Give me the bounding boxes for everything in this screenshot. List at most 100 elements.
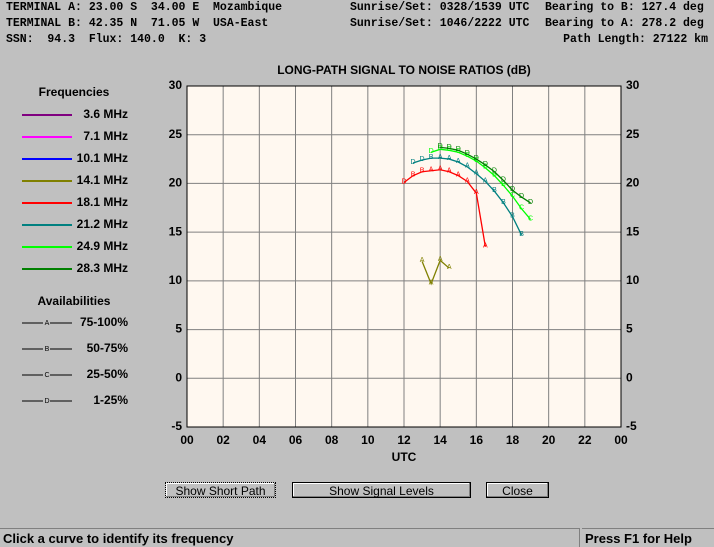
x-tick-label: 04 (253, 433, 267, 447)
legend-label: 3.6 MHz (83, 107, 128, 121)
availability-symbol: A (45, 320, 50, 327)
availability-symbol: B (45, 346, 50, 353)
series-line (440, 146, 531, 204)
availability-symbol-bg (43, 320, 50, 326)
status-text: Click a curve to identify its frequency (0, 528, 580, 547)
point-marker: C (465, 152, 470, 159)
legend-label: 28.3 MHz (77, 261, 128, 275)
y-tick-label: 15 (626, 224, 640, 238)
point-marker: D (456, 146, 461, 153)
point-marker: D (420, 156, 425, 163)
point-marker: D (465, 150, 470, 157)
point-marker: A (465, 163, 470, 170)
point-marker: D (447, 144, 452, 151)
x-axis-label: UTC (392, 450, 417, 464)
availability-label: 25-50% (87, 367, 129, 381)
point-marker: B (510, 212, 515, 219)
y-tick-label: 10 (169, 273, 183, 287)
button[interactable]: Close (486, 482, 549, 498)
availability-symbol-bg (43, 372, 50, 378)
header-text: Path Length: 27122 km (563, 33, 708, 46)
button[interactable]: Show Signal Levels (292, 482, 471, 498)
point-marker: D (401, 178, 406, 185)
availability-label: 1-25% (93, 393, 128, 407)
x-tick-label: 10 (361, 433, 375, 447)
point-marker: B (501, 181, 506, 188)
header-text: Bearing to A: 278.2 deg (545, 17, 704, 30)
x-tick-label: 06 (289, 433, 303, 447)
point-marker: A (447, 264, 452, 271)
point-marker: B (483, 164, 488, 171)
header-text: TERMINAL A: 23.00 S 34.00 E Mozambique (6, 1, 283, 14)
y-tick-label: -5 (626, 419, 637, 433)
header-text: SSN: 94.3 Flux: 140.0 K: 3 (6, 33, 207, 46)
legend-label: 24.9 MHz (77, 239, 128, 253)
y-tick-label: 25 (626, 127, 640, 141)
legend-label: 18.1 MHz (77, 195, 128, 209)
series-line (421, 259, 450, 286)
point-marker: A (456, 158, 461, 165)
y-tick-label: 20 (626, 176, 640, 190)
x-tick-label: 18 (506, 433, 520, 447)
availability-symbol: C (44, 372, 49, 379)
legend-label: 14.1 MHz (77, 173, 128, 187)
header-text: Sunrise/Set: 0328/1539 UTC (350, 1, 530, 14)
x-tick-label: 08 (325, 433, 339, 447)
point-marker: A (483, 177, 488, 184)
point-marker: C (519, 205, 524, 212)
y-tick-label: 15 (169, 224, 183, 238)
point-marker: B (411, 171, 416, 178)
header-text: TERMINAL B: 42.35 N 71.05 W USA-East (6, 17, 269, 30)
availability-title: Availabilities (38, 294, 111, 308)
point-marker: D (411, 159, 416, 166)
y-tick-label: 10 (626, 273, 640, 287)
point-marker: A (429, 280, 434, 287)
point-marker: B (519, 231, 524, 238)
point-marker: A (447, 155, 452, 162)
point-marker: A (429, 167, 434, 174)
y-tick-label: 25 (169, 127, 183, 141)
x-tick-label: 00 (614, 433, 628, 447)
plot-border (186, 85, 622, 428)
y-tick-label: 30 (626, 78, 640, 92)
point-marker: C (528, 215, 533, 222)
point-marker: A (438, 166, 443, 173)
point-marker: A (447, 168, 452, 175)
series-line (430, 148, 532, 220)
legend-title: Frequencies (39, 85, 110, 99)
point-marker: A (483, 243, 488, 250)
series-line (403, 169, 487, 247)
point-marker: B (492, 187, 497, 194)
y-tick-label: -5 (171, 419, 182, 433)
button[interactable]: Show Short Path (165, 482, 276, 498)
chart-title: LONG-PATH SIGNAL TO NOISE RATIOS (dB) (277, 63, 531, 77)
point-marker: A (474, 170, 479, 177)
point-marker: C (510, 192, 515, 199)
x-tick-label: 22 (578, 433, 592, 447)
point-marker: D (492, 168, 497, 175)
availability-label: 50-75% (87, 341, 129, 355)
y-tick-label: 30 (169, 78, 183, 92)
point-marker: B (501, 199, 506, 206)
point-marker: A (465, 177, 470, 184)
point-marker: D (528, 199, 533, 206)
x-tick-label: 12 (397, 433, 411, 447)
point-marker: A (456, 171, 461, 178)
legend-label: 10.1 MHz (77, 151, 128, 165)
point-marker: D (474, 155, 479, 162)
point-marker: A (438, 256, 443, 263)
point-marker: B (420, 168, 425, 175)
point-marker: D (438, 145, 443, 152)
y-tick-label: 0 (626, 370, 633, 384)
legend-label: 7.1 MHz (83, 129, 128, 143)
point-marker: C (474, 157, 479, 164)
header-text: Bearing to B: 127.4 deg (545, 1, 704, 14)
y-tick-label: 0 (175, 370, 182, 384)
x-tick-label: 16 (470, 433, 484, 447)
point-marker: A (474, 189, 479, 196)
availability-label: 75-100% (80, 315, 128, 329)
point-marker: D (501, 176, 506, 183)
point-marker: B (429, 154, 434, 161)
